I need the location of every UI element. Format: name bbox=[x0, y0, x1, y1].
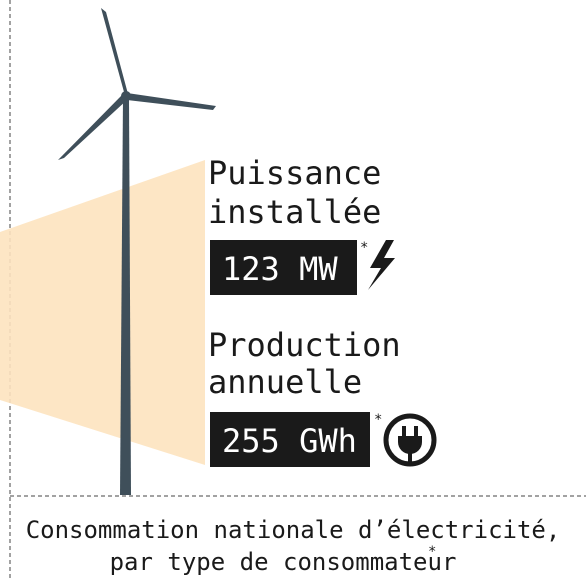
blade bbox=[101, 8, 128, 94]
power-title: Puissance bbox=[208, 154, 381, 192]
note-mark: * bbox=[374, 412, 382, 428]
note-mark: * bbox=[428, 544, 436, 560]
note-mark: * bbox=[360, 240, 368, 256]
production-title: Production bbox=[208, 326, 401, 364]
plug-icon bbox=[383, 413, 437, 467]
wind-turbine bbox=[58, 8, 216, 495]
tower bbox=[120, 97, 131, 495]
lightning-icon bbox=[368, 240, 395, 290]
hub bbox=[121, 91, 131, 101]
power-value: 123 MW bbox=[222, 250, 338, 288]
value-box bbox=[210, 412, 370, 467]
power-title: installée bbox=[208, 193, 381, 231]
blade bbox=[58, 94, 128, 160]
light-beam bbox=[0, 160, 205, 465]
production-value: 255 GWh bbox=[222, 422, 357, 460]
blade bbox=[127, 93, 216, 110]
production-title: annuelle bbox=[208, 363, 362, 401]
footer-text: Consommation nationale d’électricité, bbox=[26, 516, 561, 544]
value-box bbox=[210, 240, 357, 295]
footer-text: par type de consommateur bbox=[110, 548, 457, 576]
